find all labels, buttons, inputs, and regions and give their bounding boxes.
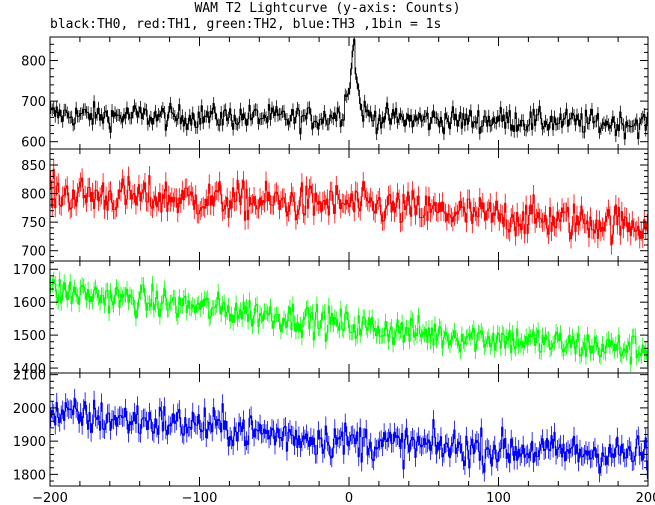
y-tick-label: 1700	[13, 263, 46, 278]
chart-subtitle: black:TH0, red:TH1, green:TH2, blue:TH3 …	[50, 17, 442, 32]
x-tick-label: −200	[32, 491, 68, 505]
y-tick-label: 1900	[13, 435, 46, 450]
y-tick-label: 800	[21, 55, 46, 70]
series-th3	[50, 388, 648, 483]
y-tick-label: 1500	[13, 329, 46, 344]
x-tick-label: 200	[636, 491, 655, 505]
x-tick-label: −100	[182, 491, 218, 505]
series-th0	[50, 37, 648, 146]
y-tick-label: 850	[21, 159, 46, 174]
series-th1	[50, 159, 648, 255]
y-tick-label: 800	[21, 188, 46, 203]
y-tick-label: 2100	[13, 369, 46, 384]
panel-frame-th2	[49, 260, 649, 374]
y-tick-label: 600	[21, 136, 46, 151]
y-tick-label: 1400	[13, 362, 46, 377]
series-th2	[50, 271, 648, 373]
y-tick-label: 1800	[13, 468, 46, 483]
y-tick-label: 2000	[13, 402, 46, 417]
x-tick-label: 100	[486, 491, 511, 505]
y-tick-label: 700	[21, 245, 46, 260]
panel-frame-th3	[49, 372, 649, 487]
chart-title: WAM T2 Lightcurve (y-axis: Counts)	[194, 1, 461, 16]
x-tick-label: 0	[345, 491, 353, 505]
y-tick-label: 750	[21, 216, 46, 231]
y-tick-label: 1600	[13, 296, 46, 311]
y-tick-label: 700	[21, 95, 46, 110]
